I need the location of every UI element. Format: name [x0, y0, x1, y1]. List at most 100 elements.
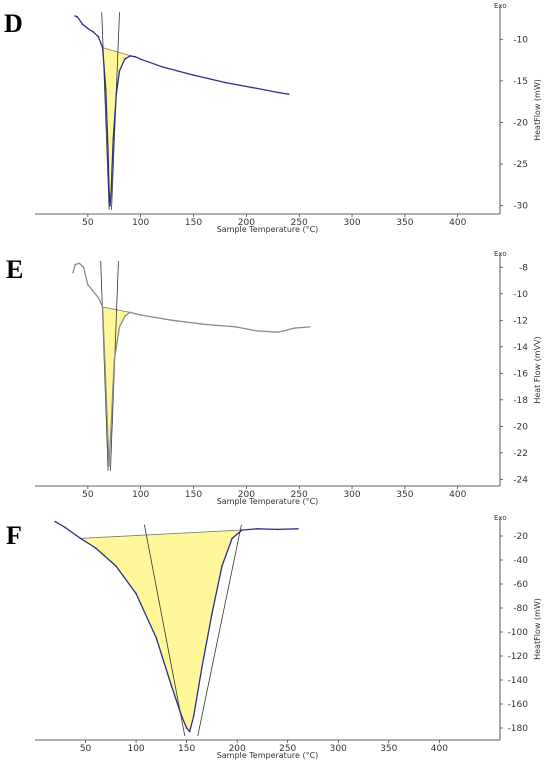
chart-d-data-point	[97, 35, 100, 38]
chart-e-x-tick-label: 150	[185, 490, 202, 500]
chart-d-baseline	[102, 47, 133, 57]
chart-e-data-point	[134, 312, 137, 315]
chart-f-data-point	[231, 537, 233, 540]
chart-d-x-tick-label: 100	[132, 218, 149, 228]
chart-e-x-axis-title: Sample Temperature (°C)	[217, 497, 319, 506]
chart-e-x-tick-label: 100	[132, 490, 149, 500]
chart-e-data-point	[108, 465, 110, 467]
chart-f-data-point	[276, 528, 279, 531]
chart-d-data-point	[109, 204, 111, 207]
chart-e-data-point	[308, 326, 311, 328]
chart-f-y-tick-label: -140	[508, 676, 529, 686]
chart-f-x-tick-label: 150	[178, 744, 195, 754]
chart-f-x-tick-label: 350	[380, 744, 397, 754]
chart-d-x-tick-label: 350	[396, 218, 413, 228]
chart-d-data-point	[139, 58, 142, 61]
chart-e-x-tick-label: 400	[449, 490, 466, 500]
chart-d-data-point	[287, 93, 290, 95]
chart-f-data-point	[54, 520, 57, 523]
chart-e-data-point	[92, 290, 94, 292]
chart-e-y-tick-label: -16	[513, 369, 528, 379]
chart-f-data-point	[185, 727, 188, 729]
chart-e-x-tick-label: 350	[396, 490, 413, 500]
chart-d-data-point	[105, 88, 107, 90]
chart-d-data-point	[76, 16, 79, 18]
chart-e-y-tick-label: -8	[519, 263, 528, 273]
chart-d-data-point	[87, 27, 89, 30]
chart-d-panel: D 50 100 150 200 250 300 350 400 Sample Temperatu…	[4, 2, 542, 234]
chart-f-exo-label: Exo	[494, 514, 507, 522]
chart-f-x-tick-label: 50	[80, 744, 92, 754]
chart-e-data-point	[101, 306, 104, 308]
chart-d-data-point	[224, 81, 227, 84]
chart-d-y-tick-label: -30	[513, 202, 528, 212]
chart-e-data-point	[97, 296, 100, 299]
chart-e-x-tick-label: 200	[238, 490, 255, 500]
chart-e-data-point	[110, 425, 112, 428]
chart-e-letter: E	[6, 255, 23, 284]
chart-e-y-tick-label: -18	[513, 396, 528, 406]
chart-f-data-point	[256, 528, 259, 530]
chart-e-data-point	[103, 359, 106, 361]
chart-d-x-tick-label: 300	[343, 218, 360, 228]
chart-f-y-tick-label: -180	[508, 724, 529, 734]
chart-d-data-point	[115, 92, 118, 95]
chart-d-data-point	[161, 65, 163, 68]
chart-e-exo-label: Exo	[494, 250, 507, 258]
chart-f-x-tick-label: 100	[127, 744, 144, 754]
chart-f-data-point	[192, 715, 195, 717]
chart-f-panel: F 50 100 150 200 250 300 350 400 Sample Temperatu…	[6, 514, 542, 760]
chart-d-y-tick-label: -10	[513, 35, 528, 45]
chart-f-y-axis-title: HeatFlow (mW)	[533, 598, 542, 660]
chart-e-data-point	[256, 330, 258, 332]
chart-f-data-point	[115, 565, 117, 567]
chart-d-data-point	[124, 58, 126, 61]
chart-e-y-axis-title: Heat Flow (mVV)	[533, 336, 542, 403]
chart-f-baseline	[80, 529, 243, 539]
chart-f-x-tick-label: 250	[279, 744, 296, 754]
chart-f-y-tick-label: -60	[513, 580, 528, 590]
chart-e-data-point	[124, 315, 126, 318]
chart-d-x-axis-title: Sample Temperature (°C)	[217, 225, 319, 234]
chart-f-data-point	[94, 547, 97, 549]
chart-e-y-tick-label: -24	[513, 475, 528, 485]
chart-f-data-point	[64, 526, 67, 529]
chart-f-data-point	[170, 685, 173, 687]
chart-f-data-point	[135, 592, 137, 595]
chart-d-data-point	[277, 91, 279, 94]
chart-d-y-tick-label: -25	[513, 160, 528, 170]
chart-f-data-point	[241, 529, 244, 531]
chart-e-data-point	[139, 314, 142, 316]
chart-f-data-point	[221, 565, 223, 567]
chart-f-y-tick-label: -20	[513, 532, 528, 542]
chart-d-data-point	[129, 55, 131, 57]
chart-e-x-tick-label: 300	[343, 490, 360, 500]
chart-d-x-tick-label: 400	[449, 218, 466, 228]
chart-f-data-point	[188, 730, 191, 733]
chart-d-y-tick-label: -15	[513, 77, 528, 87]
chart-f-peak-fill	[79, 529, 243, 731]
chart-e-data-point	[293, 327, 295, 330]
chart-d-tangent-left	[101, 12, 110, 210]
chart-e-data-point	[72, 271, 74, 274]
chart-e-data-point	[203, 323, 205, 326]
chart-f-letter: F	[6, 521, 22, 550]
chart-e-y-tick-label: -14	[513, 343, 528, 353]
chart-e-data-point	[171, 319, 174, 322]
chart-e-x-tick-label: 250	[291, 490, 308, 500]
chart-d-heatflow-curve	[74, 15, 289, 207]
chart-d-y-tick-label: -20	[513, 118, 528, 128]
chart-e-y-tick-label: -12	[513, 316, 528, 326]
chart-e-data-point	[106, 412, 108, 414]
chart-f-tangent-right	[197, 524, 242, 737]
chart-d-x-tick-label: 250	[291, 218, 308, 228]
chart-e-data-point	[118, 326, 121, 328]
chart-e-panel: E 50 100 150 200 250 300 350 400 Sample Temperatu…	[6, 250, 542, 506]
chart-d-data-point	[107, 146, 109, 149]
chart-e-data-point	[277, 331, 279, 334]
chart-d-data-point	[101, 46, 104, 49]
chart-f-y-tick-label: -120	[508, 652, 529, 662]
chart-d-data-point	[74, 15, 76, 17]
chart-e-data-point	[78, 262, 81, 265]
chart-f-y-tick-label: -80	[513, 604, 528, 614]
